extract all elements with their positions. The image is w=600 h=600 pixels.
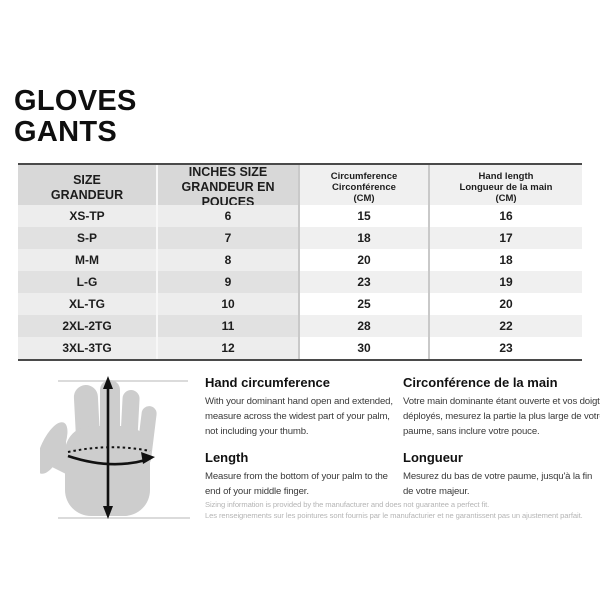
cell-inches: 10 [158, 293, 300, 315]
guide-text-line: de votre majeur. [403, 485, 470, 497]
hand-measurement-illustration [36, 368, 190, 523]
circumference-arrow-icon [67, 446, 155, 466]
page-title-fr: GANTS [14, 116, 117, 148]
guide-text-line: paume, sans inclure votre pouce. [403, 426, 540, 438]
circonference-heading: Circonférence de la main [403, 375, 558, 390]
cell-size: L-G [18, 271, 158, 293]
column-header-hand-length: Hand length Longueur de la main (CM) [430, 165, 582, 210]
cell-size: XL-TG [18, 293, 158, 315]
page-title: GLOVES GANTS [14, 86, 137, 148]
table-header-row: SIZE GRANDEUR INCHES SIZE GRANDEUR EN PO… [18, 165, 582, 210]
cell-hand-length: 22 [430, 315, 582, 337]
cell-hand-length: 17 [430, 227, 582, 249]
cell-circumference: 30 [300, 337, 430, 359]
cell-inches: 12 [158, 337, 300, 359]
column-header-inches: INCHES SIZE GRANDEUR EN POUCES [158, 165, 300, 210]
hand-silhouette-icon [36, 380, 157, 516]
guide-text-line: déployés, mesurez la partie la plus larg… [403, 411, 600, 423]
cell-size: 2XL-2TG [18, 315, 158, 337]
cell-inches: 8 [158, 249, 300, 271]
cell-size: XS-TP [18, 205, 158, 227]
cell-inches: 6 [158, 205, 300, 227]
table-row: XS-TP 6 15 16 [18, 205, 582, 227]
guide-text-line: measure across the widest part of your p… [205, 411, 390, 423]
cell-circumference: 15 [300, 205, 430, 227]
cell-hand-length: 20 [430, 293, 582, 315]
guide-text-line: end of your middle finger. [205, 485, 309, 497]
page-title-en: GLOVES [14, 85, 137, 117]
measure-guide-fr: Circonférence de la main Votre main domi… [403, 374, 600, 499]
cell-circumference: 25 [300, 293, 430, 315]
table-row: L-G 9 23 19 [18, 271, 582, 293]
table-row: 2XL-2TG 11 28 22 [18, 315, 582, 337]
cell-size: S-P [18, 227, 158, 249]
guide-text-line: With your dominant hand open and extende… [205, 396, 393, 407]
sizing-disclaimer: Sizing information is provided by the ma… [205, 500, 583, 521]
cell-circumference: 28 [300, 315, 430, 337]
cell-hand-length: 19 [430, 271, 582, 293]
guide-text-line: Mesurez du bas de votre paume, jusqu'à l… [403, 470, 593, 482]
hand-circumference-heading: Hand circumference [205, 375, 330, 390]
table-row: 3XL-3TG 12 30 23 [18, 337, 582, 359]
cell-size: M-M [18, 249, 158, 271]
cell-inches: 9 [158, 271, 300, 293]
disclaimer-fr: Les renseignements sur les pointures son… [205, 510, 583, 520]
table-row: M-M 8 20 18 [18, 249, 582, 271]
guide-text-line: not including your thumb. [205, 426, 309, 438]
guide-lines [58, 380, 190, 519]
cell-hand-length: 18 [430, 249, 582, 271]
cell-hand-length: 16 [430, 205, 582, 227]
cell-size: 3XL-3TG [18, 337, 158, 359]
column-header-circumference: Circumference Circonférence (CM) [300, 165, 430, 210]
disclaimer-en: Sizing information is provided by the ma… [205, 500, 490, 509]
longueur-heading: Longueur [403, 449, 463, 465]
table-row: XL-TG 10 25 20 [18, 293, 582, 315]
cell-inches: 11 [158, 315, 300, 337]
size-table: SIZE GRANDEUR INCHES SIZE GRANDEUR EN PO… [18, 163, 582, 361]
cell-circumference: 20 [300, 249, 430, 271]
table-row: S-P 7 18 17 [18, 227, 582, 249]
column-header-size: SIZE GRANDEUR [18, 165, 158, 210]
measure-guide-en: Hand circumference With your dominant ha… [205, 374, 405, 499]
guide-text-line: Votre main dominante étant ouverte et vo… [403, 396, 600, 407]
cell-hand-length: 23 [430, 337, 582, 359]
cell-circumference: 18 [300, 227, 430, 249]
cell-circumference: 23 [300, 271, 430, 293]
guide-text-line: Measure from the bottom of your palm to … [205, 470, 388, 482]
length-heading: Length [205, 449, 249, 465]
cell-inches: 7 [158, 227, 300, 249]
